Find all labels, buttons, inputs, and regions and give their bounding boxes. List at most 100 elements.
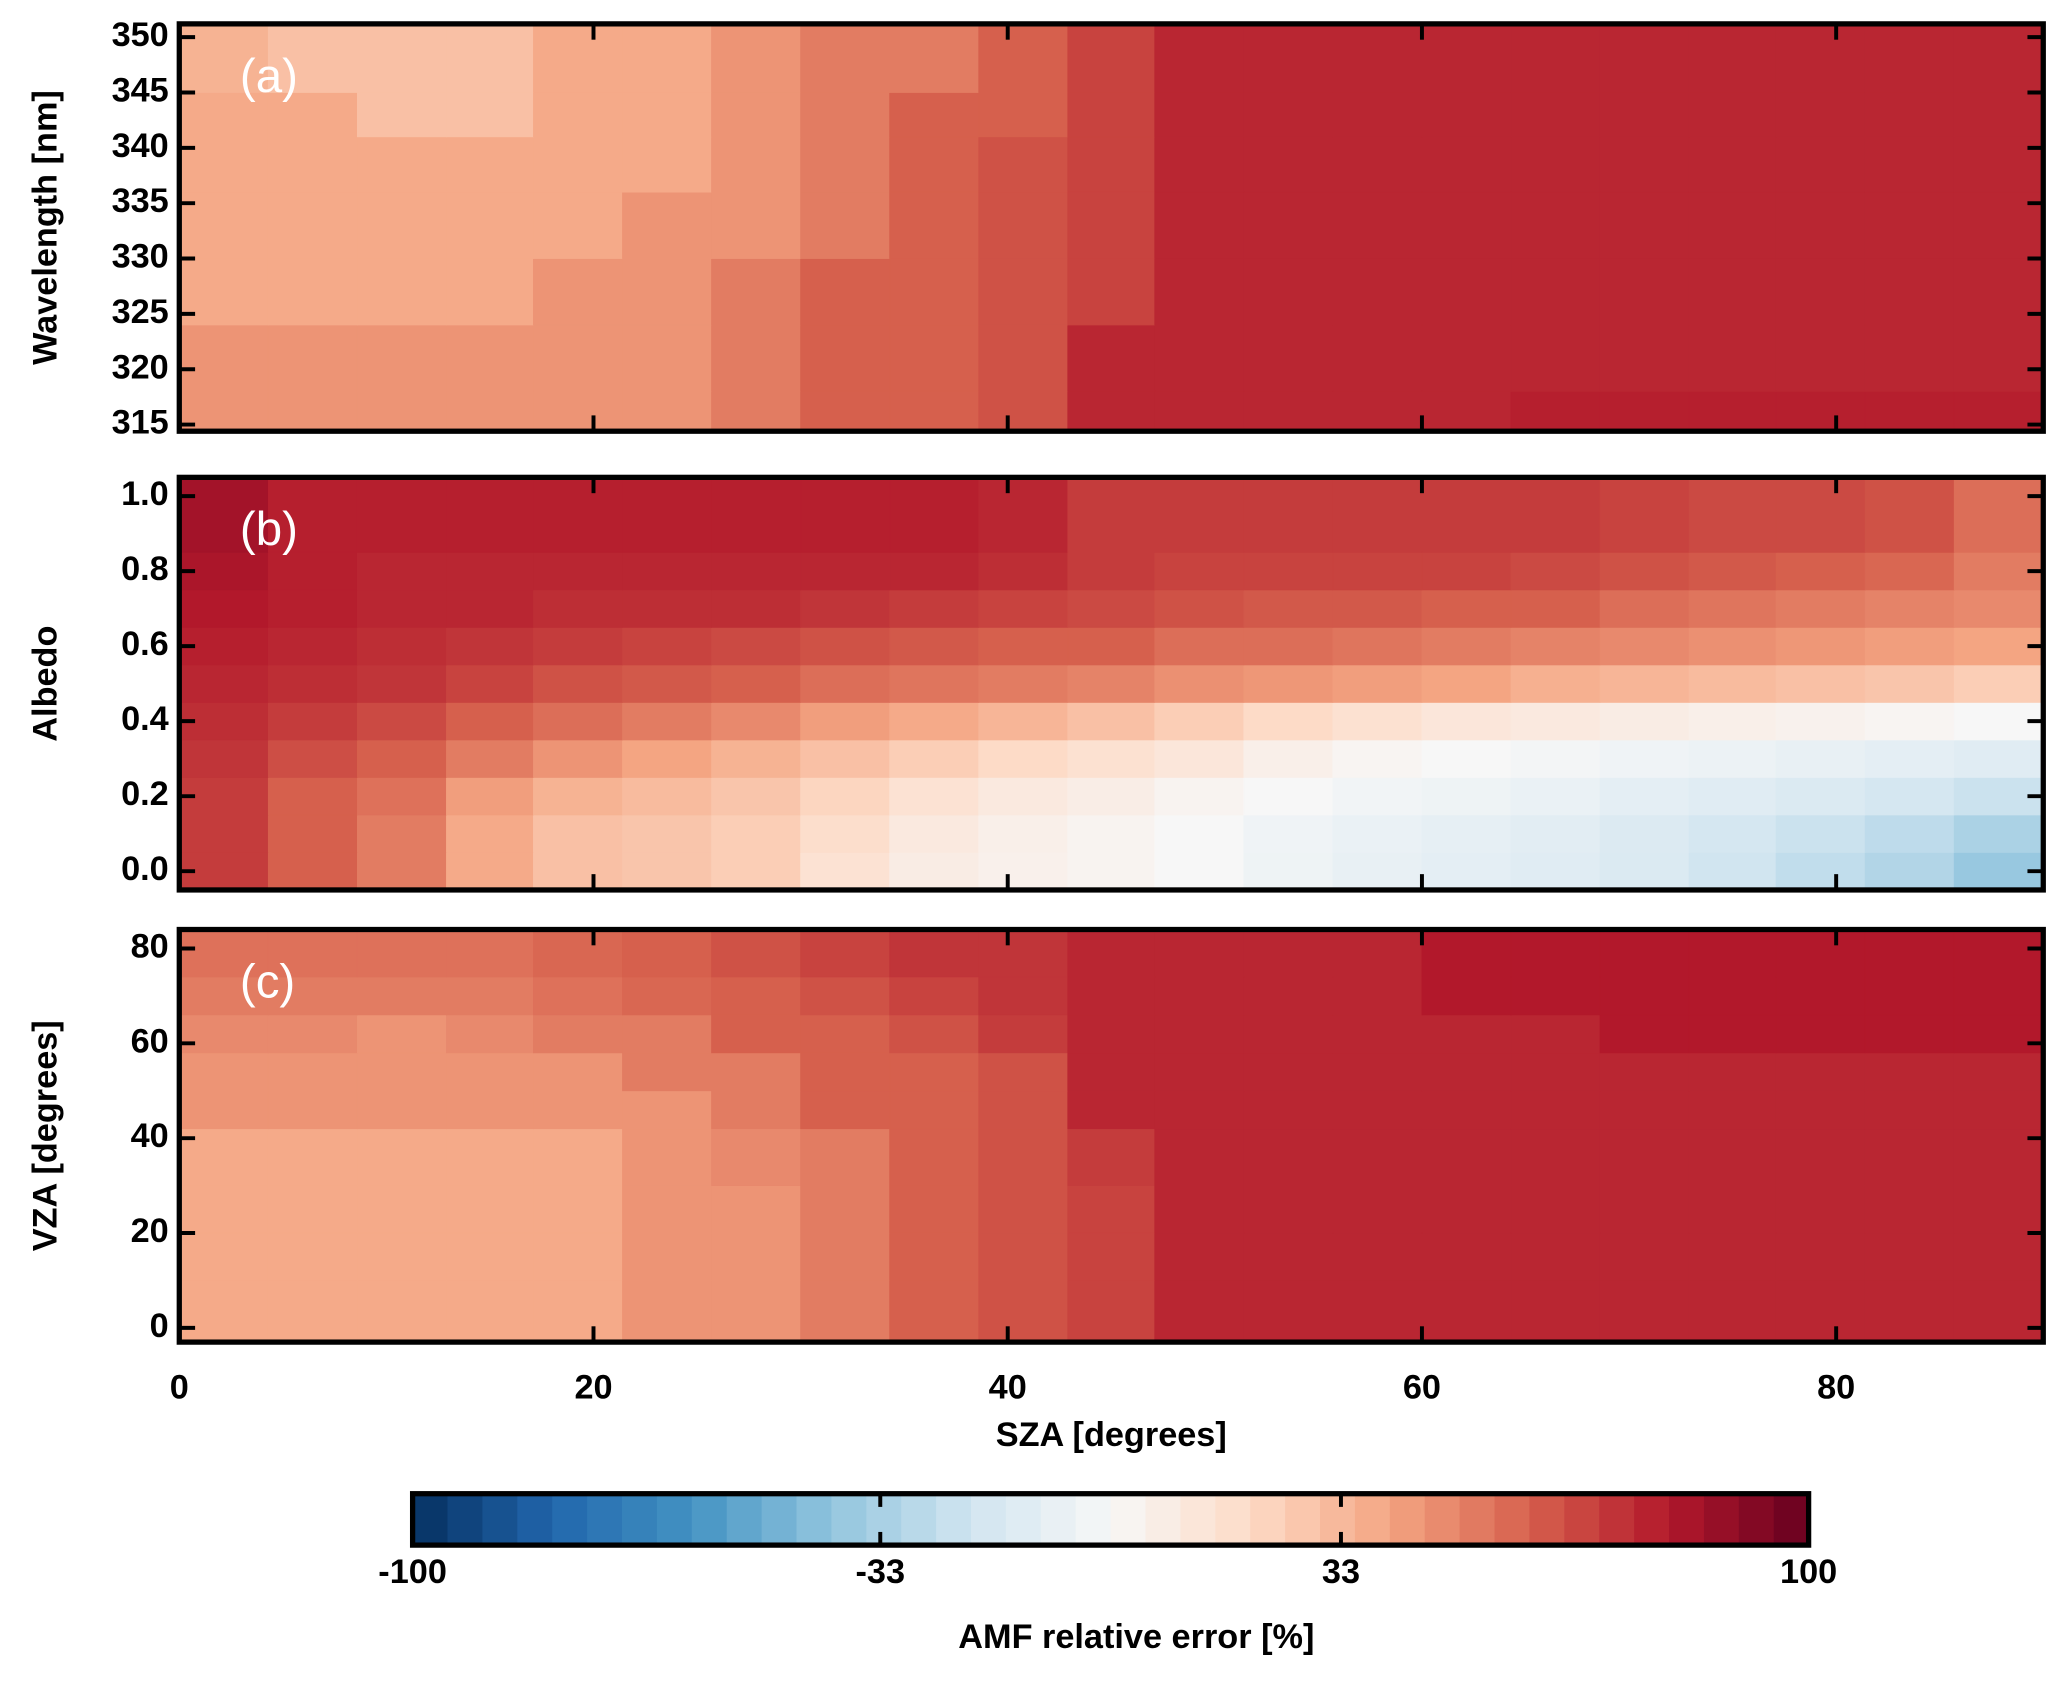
heatmap-cell bbox=[1510, 976, 1601, 1016]
heatmap-cell bbox=[1154, 92, 1245, 138]
heatmap-cell bbox=[1510, 1232, 1601, 1281]
heatmap-cell bbox=[1688, 626, 1777, 666]
heatmap-cell bbox=[178, 136, 269, 193]
heatmap-cell bbox=[446, 589, 534, 628]
y-tick-label: 0 bbox=[150, 1307, 169, 1345]
heatmap-cell bbox=[1154, 258, 1245, 326]
heatmap-cell bbox=[800, 258, 891, 326]
heatmap-cell bbox=[711, 551, 802, 591]
heatmap-cell bbox=[533, 777, 623, 816]
heatmap-cell bbox=[356, 551, 447, 591]
heatmap-cell bbox=[889, 976, 980, 1016]
heatmap-cell bbox=[1775, 191, 1866, 259]
y-tick-label: 345 bbox=[112, 72, 169, 110]
heatmap-cell bbox=[1775, 551, 1866, 591]
heatmap-cell bbox=[446, 929, 534, 978]
x-tick-label: 60 bbox=[1403, 1369, 1441, 1407]
heatmap-cell bbox=[1510, 626, 1601, 666]
heatmap-cell bbox=[1154, 476, 1245, 553]
heatmap-cell bbox=[267, 777, 358, 816]
heatmap-cell bbox=[446, 1090, 534, 1130]
heatmap-cell bbox=[978, 23, 1069, 93]
heatmap-cell bbox=[178, 664, 269, 703]
colorbar-swatch bbox=[971, 1493, 1007, 1546]
heatmap-cell bbox=[1067, 1185, 1156, 1234]
heatmap-cell bbox=[889, 929, 980, 978]
heatmap-cell bbox=[1154, 929, 1245, 978]
y-tick-label: 320 bbox=[112, 348, 169, 386]
heatmap-cell bbox=[1599, 739, 1690, 778]
heatmap-cell bbox=[622, 1185, 712, 1234]
heatmap-cell bbox=[178, 476, 269, 553]
heatmap-cell bbox=[178, 1185, 269, 1234]
y-tick-label: 330 bbox=[112, 238, 169, 276]
x-tick-label: 0 bbox=[170, 1369, 189, 1407]
heatmap-cell bbox=[356, 390, 447, 432]
heatmap-cell bbox=[1864, 626, 1955, 666]
heatmap-cell bbox=[622, 136, 712, 193]
heatmap-cell bbox=[533, 976, 623, 1016]
heatmap-cell bbox=[533, 702, 623, 741]
heatmap-cell bbox=[711, 1232, 802, 1281]
heatmap-cell bbox=[1154, 777, 1245, 816]
heatmap-cell bbox=[1332, 23, 1423, 93]
heatmap-cell bbox=[1953, 929, 2044, 978]
heatmap-cell bbox=[446, 626, 534, 666]
heatmap-cell bbox=[1154, 1232, 1245, 1281]
heatmap-cell bbox=[178, 1232, 269, 1281]
heatmap-cell bbox=[267, 739, 358, 778]
heatmap-cell bbox=[978, 551, 1069, 591]
colorbar-swatch bbox=[1599, 1493, 1635, 1546]
heatmap-cell bbox=[1510, 739, 1601, 778]
heatmap-cell bbox=[1688, 589, 1777, 628]
colorbar-swatch bbox=[866, 1493, 902, 1546]
heatmap-cell bbox=[533, 191, 623, 259]
heatmap-cell bbox=[1332, 702, 1423, 741]
heatmap-cell bbox=[1154, 136, 1245, 193]
y-tick-label: 80 bbox=[131, 928, 169, 966]
heatmap-cell bbox=[1688, 664, 1777, 703]
heatmap-cell bbox=[1332, 136, 1423, 193]
heatmap-cell bbox=[1864, 1232, 1955, 1281]
heatmap-cell bbox=[446, 814, 534, 853]
heatmap-cell bbox=[1421, 92, 1512, 138]
heatmap-cell bbox=[356, 476, 447, 553]
heatmap-cell bbox=[356, 702, 447, 741]
heatmap-cell bbox=[1688, 191, 1777, 259]
heatmap-cell bbox=[1243, 626, 1334, 666]
heatmap-cell bbox=[1154, 23, 1245, 93]
colorbar-swatch bbox=[1564, 1493, 1600, 1546]
heatmap-cell bbox=[178, 1052, 269, 1092]
heatmap-cell bbox=[1599, 1128, 1690, 1187]
heatmap-cell bbox=[1510, 1090, 1601, 1130]
heatmap-cell bbox=[1510, 390, 1601, 432]
heatmap-cell bbox=[1864, 551, 1955, 591]
heatmap-cell bbox=[800, 929, 891, 978]
heatmap-cell bbox=[711, 476, 802, 553]
x-tick-label: 80 bbox=[1817, 1369, 1855, 1407]
x-tick-label: 40 bbox=[989, 1369, 1027, 1407]
heatmap-cell bbox=[1599, 136, 1690, 193]
heatmap-cell bbox=[1067, 1280, 1156, 1343]
heatmap-cell bbox=[1332, 1280, 1423, 1343]
heatmap-cell bbox=[889, 702, 980, 741]
heatmap-cell bbox=[889, 777, 980, 816]
heatmap-cell bbox=[1775, 664, 1866, 703]
heatmap-cell bbox=[533, 664, 623, 703]
heatmap-cell bbox=[711, 1090, 802, 1130]
heatmap-cell bbox=[1421, 324, 1512, 392]
heatmap-cell bbox=[1688, 324, 1777, 392]
colorbar-swatch bbox=[1215, 1493, 1251, 1546]
heatmap-cell bbox=[1688, 1280, 1777, 1343]
heatmap-cell bbox=[267, 258, 358, 326]
heatmap-cell bbox=[1067, 390, 1156, 432]
heatmap-cell bbox=[1775, 476, 1866, 553]
colorbar-swatch bbox=[1669, 1493, 1705, 1546]
heatmap-cell bbox=[1688, 1014, 1777, 1054]
heatmap-cell bbox=[533, 1128, 623, 1187]
heatmap-cell bbox=[1953, 664, 2044, 703]
heatmap-cell bbox=[356, 191, 447, 259]
heatmap-cell bbox=[446, 1128, 534, 1187]
heatmap-cell bbox=[267, 1128, 358, 1187]
colorbar-tick-label: -100 bbox=[378, 1553, 447, 1591]
